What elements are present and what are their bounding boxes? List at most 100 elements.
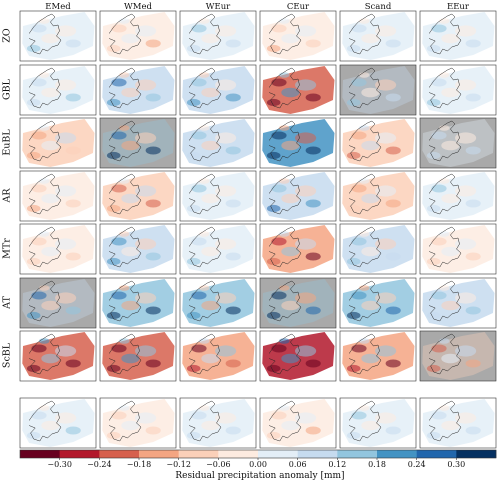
anomaly-patch [191, 24, 207, 33]
anomaly-patch [351, 78, 367, 87]
coastline [188, 280, 222, 322]
anomaly-patch [199, 285, 210, 291]
coastline [108, 13, 142, 55]
anomaly-patch [191, 291, 207, 300]
anomaly-patch [305, 146, 321, 155]
anomaly-patch [41, 87, 60, 98]
coastline [268, 173, 302, 215]
anomaly-patch [271, 131, 287, 140]
anomaly-patch [119, 125, 130, 131]
anomaly-patch [441, 33, 460, 44]
column-label: EEur [447, 2, 469, 12]
anomaly-patch [346, 204, 361, 213]
anomaly-patch [439, 231, 450, 237]
anomaly-patch [111, 237, 127, 246]
anomaly-patch [431, 344, 447, 353]
map-panel [419, 277, 497, 329]
map-panel [419, 64, 497, 116]
anomaly-patch [455, 238, 477, 250]
anomaly-patch [361, 353, 380, 364]
colorbar-segment [297, 450, 338, 458]
anomaly-patch [431, 131, 447, 140]
anomaly-patch [279, 285, 290, 291]
colorbar-tick-label: 0.24 [407, 460, 426, 469]
coastline [348, 400, 382, 442]
anomaly-patch [26, 311, 41, 320]
anomaly-patch [121, 193, 140, 204]
anomaly-patch [65, 146, 81, 155]
anomaly-patch [346, 151, 361, 160]
map-panel [179, 117, 257, 169]
anomaly-patch [186, 98, 201, 107]
coastline [428, 13, 462, 55]
anomaly-patch [426, 98, 441, 107]
anomaly-patch [346, 44, 361, 53]
anomaly-patch [26, 257, 41, 266]
anomaly-patch [111, 24, 127, 33]
anomaly-patch [111, 184, 127, 193]
anomaly-patch [199, 405, 210, 411]
anomaly-patch [279, 338, 290, 344]
anomaly-patch [441, 420, 460, 431]
anomaly-patch [41, 300, 60, 311]
anomaly-patch [41, 353, 60, 364]
coastline [28, 120, 62, 162]
anomaly-patch [271, 184, 287, 193]
anomaly-patch [26, 364, 41, 373]
anomaly-patch [186, 364, 201, 373]
map-panel [259, 277, 337, 329]
anomaly-patch [431, 24, 447, 33]
anomaly-patch [191, 184, 207, 193]
anomaly-patch [426, 311, 441, 320]
map-panel [19, 10, 97, 62]
anomaly-patch [295, 185, 317, 197]
anomaly-patch [305, 39, 321, 48]
anomaly-patch [225, 199, 241, 208]
anomaly-patch [55, 79, 77, 91]
anomaly-patch [351, 131, 367, 140]
anomaly-patch [199, 18, 210, 24]
coastline [28, 173, 62, 215]
anomaly-patch [351, 411, 367, 420]
map-panel [419, 397, 497, 449]
anomaly-patch [121, 300, 140, 311]
anomaly-patch [279, 72, 290, 78]
anomaly-patch [135, 292, 157, 304]
map-panel [259, 330, 337, 382]
anomaly-patch [39, 125, 50, 131]
anomaly-patch [426, 257, 441, 266]
coastline [268, 226, 302, 268]
anomaly-patch [271, 78, 287, 87]
anomaly-patch [346, 311, 361, 320]
anomaly-patch [106, 257, 121, 266]
anomaly-patch [266, 311, 281, 320]
anomaly-patch [201, 140, 220, 151]
anomaly-patch [385, 146, 401, 155]
anomaly-patch [215, 345, 237, 357]
map-panel [99, 170, 177, 222]
anomaly-patch [305, 426, 321, 435]
coastline [28, 400, 62, 442]
anomaly-patch [351, 344, 367, 353]
anomaly-patch [465, 359, 481, 368]
anomaly-patch [106, 431, 121, 440]
coastline [108, 173, 142, 215]
map-panel [339, 64, 417, 116]
anomaly-patch [225, 426, 241, 435]
anomaly-patch [186, 44, 201, 53]
coastline [348, 67, 382, 109]
anomaly-patch [305, 252, 321, 261]
coastline [28, 280, 62, 322]
anomaly-patch [346, 364, 361, 373]
anomaly-patch [201, 87, 220, 98]
anomaly-patch [439, 338, 450, 344]
anomaly-patch [385, 306, 401, 315]
anomaly-patch [31, 131, 47, 140]
anomaly-patch [375, 185, 397, 197]
anomaly-patch [426, 204, 441, 213]
anomaly-patch [271, 344, 287, 353]
anomaly-patch [26, 204, 41, 213]
anomaly-patch [31, 24, 47, 33]
column-label: CEur [286, 2, 310, 12]
